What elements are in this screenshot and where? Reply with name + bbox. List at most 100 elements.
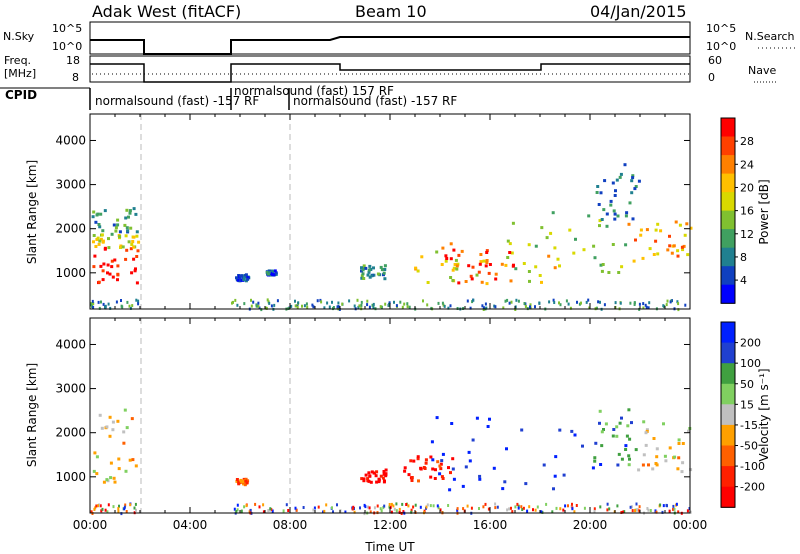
noise-cell <box>368 506 371 510</box>
echo-cell <box>468 459 472 463</box>
echo-cell <box>93 254 97 258</box>
echo-cell <box>510 251 514 255</box>
nsky-tick-top: 10^5 <box>52 22 82 35</box>
echo-cell <box>244 275 248 279</box>
echo-cell <box>467 264 471 268</box>
echo-cell <box>116 264 120 268</box>
noise-cell <box>595 306 598 310</box>
colorbar-tick-label: 28 <box>740 135 754 148</box>
noise-cell <box>472 298 475 302</box>
noise-cell <box>390 510 393 514</box>
echo-cell <box>124 257 128 261</box>
echo-cell <box>99 264 103 268</box>
echo-cell <box>113 258 117 262</box>
echo-cell <box>125 248 129 252</box>
echo-cell <box>441 246 445 250</box>
echo-cell <box>101 269 105 273</box>
colorbar-tick-label: 50 <box>740 378 754 391</box>
station-title: Adak West (fitACF) <box>92 2 241 21</box>
echo-cell <box>475 273 479 277</box>
noise-cell <box>510 300 513 304</box>
noise-cell <box>236 508 239 512</box>
power-xaxis <box>89 114 691 309</box>
echo-cell <box>620 457 624 461</box>
echo-cell <box>598 224 601 228</box>
velocity-cbar-label: Velocity [m s⁻¹] <box>757 368 771 461</box>
noise-cell <box>529 303 532 307</box>
noise-cell <box>588 306 591 310</box>
echo-cell <box>485 259 489 262</box>
noise-cell <box>94 506 97 510</box>
noise-cell <box>516 502 519 506</box>
noise-cell <box>363 503 366 507</box>
colorbar-tick-label: 100 <box>740 357 761 370</box>
echo-cell <box>109 461 113 465</box>
noise-cell <box>508 301 511 305</box>
echo-cell <box>131 458 135 462</box>
nave-label: Nave <box>748 64 776 77</box>
noise-cell <box>655 510 658 514</box>
echo-cell <box>379 265 383 269</box>
echo-cell <box>648 247 652 251</box>
noise-cell <box>100 300 102 304</box>
noise-cell <box>379 305 382 309</box>
echo-cell <box>99 237 103 241</box>
echo-cell <box>131 240 135 243</box>
echo-cell <box>268 270 271 274</box>
noise-cell <box>129 306 132 310</box>
colorbar-tick-label: -50 <box>740 440 758 453</box>
noise-cell <box>432 504 435 508</box>
noise-cell <box>521 508 524 511</box>
noise-cell <box>100 509 103 513</box>
noise-cell <box>677 510 680 514</box>
noise-cell <box>316 299 319 303</box>
echo-cell <box>110 259 114 263</box>
echo-cell <box>382 480 386 484</box>
noise-cell <box>567 302 570 306</box>
echo-cell <box>376 272 380 276</box>
echo-cell <box>438 472 442 476</box>
echo-cell <box>451 467 455 471</box>
echo-cell <box>598 409 602 413</box>
noise-cell <box>352 505 355 509</box>
echo-cell <box>118 230 122 234</box>
colorbar-swatch <box>721 192 735 212</box>
noise-cell <box>437 506 440 510</box>
echo-cell <box>266 272 270 276</box>
echo-cell <box>118 235 122 239</box>
echo-cell <box>522 262 526 265</box>
date-title: 04/Jan/2015 <box>590 2 687 21</box>
echo-cell <box>117 467 121 471</box>
echo-cell <box>132 207 136 211</box>
echo-cell <box>464 465 468 469</box>
colorbar-swatch <box>721 322 735 344</box>
echo-cell <box>457 253 461 257</box>
noise-cell <box>593 507 596 511</box>
echo-cell <box>368 474 372 478</box>
echo-cell <box>501 487 505 491</box>
echo-cell <box>108 434 112 438</box>
echo-cell <box>97 242 101 246</box>
noise-cell <box>104 304 107 308</box>
echo-cell <box>364 266 368 270</box>
echo-cell <box>94 245 98 248</box>
echo-cell <box>429 475 433 479</box>
echo-cell <box>620 265 624 269</box>
noise-cell <box>366 303 369 307</box>
echo-cell <box>242 482 245 486</box>
echo-cell <box>598 421 601 425</box>
echo-cell <box>478 474 482 478</box>
echo-cell <box>587 214 591 218</box>
echo-cell <box>676 467 680 471</box>
echo-cell <box>381 476 385 480</box>
echo-cell <box>668 446 672 450</box>
noise-cell <box>311 303 314 307</box>
echo-cell <box>384 474 388 478</box>
noise-cell <box>402 510 405 514</box>
noise-cell <box>686 509 689 513</box>
echo-cell <box>645 428 649 432</box>
noise-cell <box>645 305 648 309</box>
echo-cell <box>407 473 411 477</box>
noise-cell <box>541 510 544 514</box>
echo-cell <box>96 236 100 240</box>
